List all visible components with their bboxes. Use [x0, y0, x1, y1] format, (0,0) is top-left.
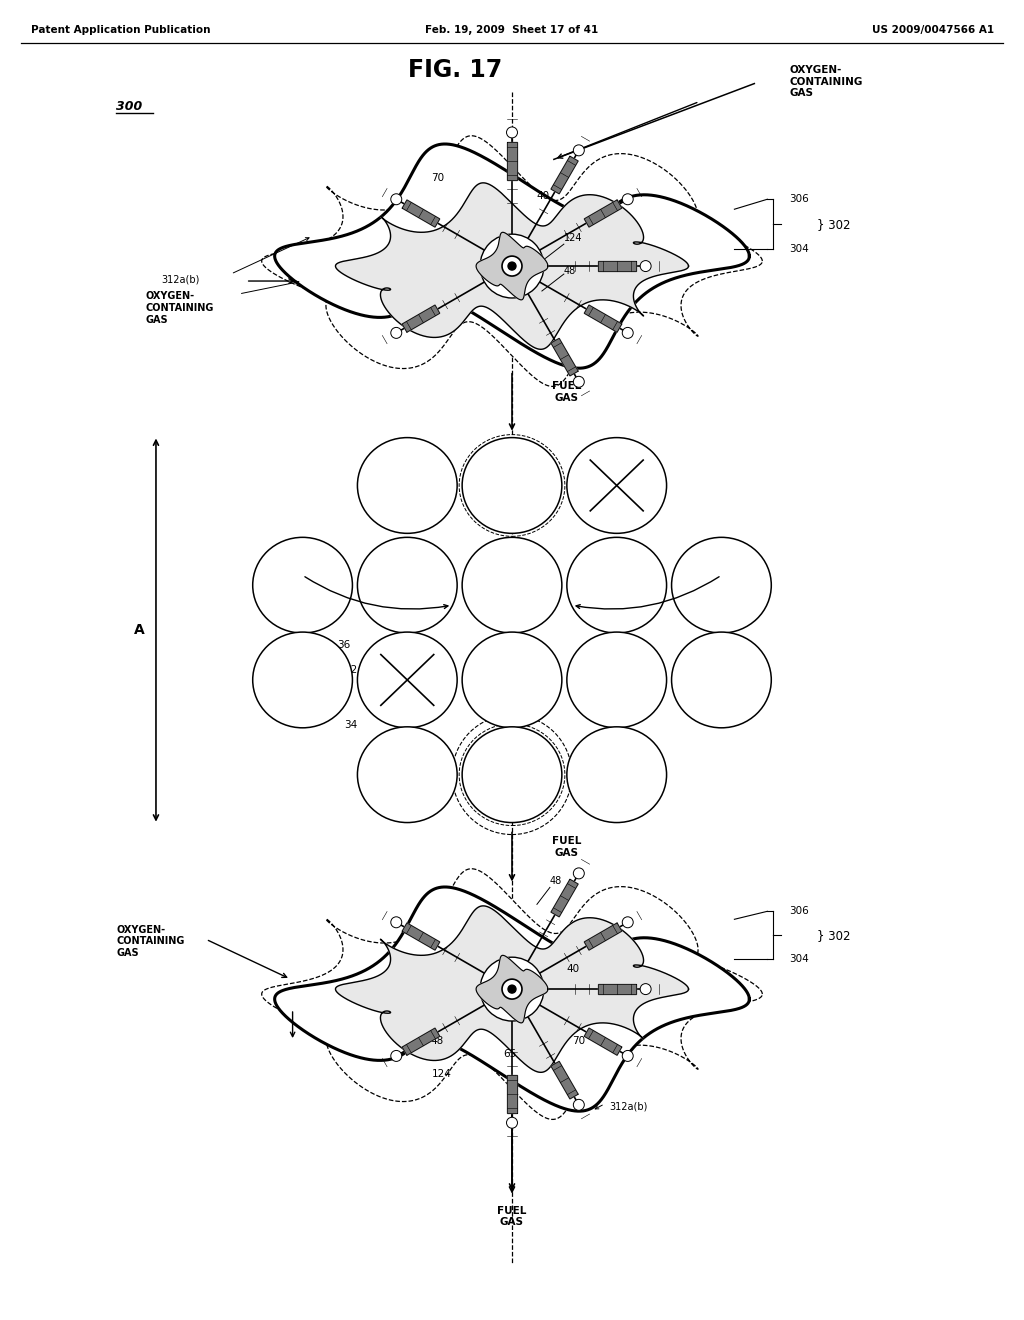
Text: 48: 48: [564, 267, 577, 276]
Text: 312a(b): 312a(b): [161, 275, 200, 284]
Polygon shape: [262, 136, 762, 387]
Text: 124: 124: [432, 1069, 453, 1078]
Circle shape: [502, 256, 522, 276]
Polygon shape: [598, 261, 636, 271]
Circle shape: [640, 983, 651, 994]
Text: 312a(b): 312a(b): [609, 1102, 648, 1111]
Text: 300: 300: [116, 100, 142, 114]
Polygon shape: [476, 956, 548, 1023]
Text: 48: 48: [550, 876, 562, 887]
Text: 40: 40: [567, 964, 580, 974]
Text: 37: 37: [371, 743, 384, 752]
Circle shape: [480, 234, 544, 298]
Text: 306: 306: [790, 907, 809, 916]
Polygon shape: [402, 305, 439, 333]
Text: 36: 36: [337, 640, 350, 649]
Ellipse shape: [462, 537, 562, 634]
Text: } 302: } 302: [817, 218, 851, 231]
Text: US 2009/0047566 A1: US 2009/0047566 A1: [871, 25, 993, 34]
Polygon shape: [585, 1028, 622, 1055]
Polygon shape: [551, 338, 579, 376]
Text: 32: 32: [344, 665, 357, 675]
Ellipse shape: [357, 537, 457, 634]
Circle shape: [573, 145, 585, 156]
Text: 124: 124: [564, 234, 583, 243]
Text: 34: 34: [344, 719, 357, 730]
Polygon shape: [336, 183, 688, 350]
Text: Feb. 19, 2009  Sheet 17 of 41: Feb. 19, 2009 Sheet 17 of 41: [425, 25, 599, 34]
Polygon shape: [551, 156, 579, 194]
Text: FUEL
GAS: FUEL GAS: [498, 1205, 526, 1228]
Text: A: A: [134, 623, 144, 638]
Circle shape: [391, 327, 401, 338]
Ellipse shape: [357, 727, 457, 822]
Ellipse shape: [567, 632, 667, 727]
Ellipse shape: [672, 537, 771, 634]
Circle shape: [508, 263, 516, 271]
Polygon shape: [507, 1076, 517, 1113]
Polygon shape: [598, 985, 636, 994]
Ellipse shape: [462, 438, 562, 533]
Polygon shape: [402, 199, 439, 227]
Text: FUEL
GAS: FUEL GAS: [552, 836, 582, 858]
Circle shape: [508, 985, 516, 993]
Polygon shape: [402, 1028, 439, 1055]
Text: 56: 56: [467, 680, 480, 690]
Text: OXYGEN-
CONTAINING
GAS: OXYGEN- CONTAINING GAS: [146, 292, 214, 325]
Circle shape: [507, 1117, 517, 1129]
Text: FIG. 17: FIG. 17: [408, 58, 503, 82]
Text: 65: 65: [504, 1049, 517, 1059]
Ellipse shape: [672, 632, 771, 727]
Text: 304: 304: [790, 954, 809, 964]
Circle shape: [502, 979, 522, 999]
Polygon shape: [336, 906, 688, 1072]
Text: OXYGEN-
CONTAINING
GAS: OXYGEN- CONTAINING GAS: [790, 65, 862, 98]
Circle shape: [391, 917, 401, 928]
Circle shape: [573, 376, 585, 387]
Text: Patent Application Publication: Patent Application Publication: [32, 25, 211, 34]
Circle shape: [623, 1051, 633, 1061]
Text: 48: 48: [431, 1036, 444, 1045]
Circle shape: [391, 194, 401, 205]
Text: FUEL
GAS: FUEL GAS: [552, 381, 582, 403]
Circle shape: [623, 917, 633, 928]
Ellipse shape: [357, 438, 457, 533]
Ellipse shape: [462, 632, 562, 727]
Ellipse shape: [253, 632, 352, 727]
Text: 304: 304: [790, 244, 809, 255]
Circle shape: [623, 194, 633, 205]
Text: 52: 52: [525, 755, 539, 764]
Circle shape: [507, 127, 517, 137]
Polygon shape: [585, 199, 622, 227]
Ellipse shape: [357, 632, 457, 727]
Text: 40: 40: [537, 191, 550, 201]
Polygon shape: [274, 144, 750, 368]
Circle shape: [623, 327, 633, 338]
Ellipse shape: [567, 438, 667, 533]
Polygon shape: [551, 1061, 579, 1100]
Ellipse shape: [462, 727, 562, 822]
Ellipse shape: [567, 727, 667, 822]
Circle shape: [480, 957, 544, 1020]
Text: 70: 70: [571, 1036, 585, 1045]
Polygon shape: [262, 869, 762, 1119]
Text: 70: 70: [431, 173, 444, 183]
Ellipse shape: [253, 537, 352, 634]
Polygon shape: [585, 923, 622, 950]
Polygon shape: [476, 232, 548, 300]
Polygon shape: [551, 879, 579, 917]
Circle shape: [573, 1100, 585, 1110]
Polygon shape: [585, 305, 622, 333]
Circle shape: [573, 867, 585, 879]
Circle shape: [640, 260, 651, 272]
Text: } 302: } 302: [817, 929, 851, 941]
Text: OXYGEN-
CONTAINING
GAS: OXYGEN- CONTAINING GAS: [116, 924, 184, 958]
Polygon shape: [402, 923, 439, 950]
Polygon shape: [274, 887, 750, 1111]
Text: 306: 306: [790, 194, 809, 205]
Ellipse shape: [567, 537, 667, 634]
Polygon shape: [507, 143, 517, 180]
Circle shape: [391, 1051, 401, 1061]
Text: 30: 30: [328, 693, 340, 702]
